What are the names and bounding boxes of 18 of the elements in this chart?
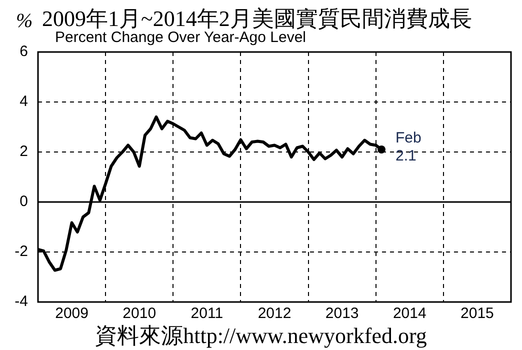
chart-title: 2009年1月~2014年2月美國實質民間消費成長 <box>42 5 472 31</box>
y-tick-label: -2 <box>14 243 28 260</box>
x-tick-label: 2012 <box>258 305 292 322</box>
y-tick-label: 6 <box>20 43 28 60</box>
y-tick-label: 4 <box>20 93 28 110</box>
y-axis-title: % <box>16 10 33 33</box>
x-tick-label: 2010 <box>122 305 156 322</box>
x-tick-label: 2011 <box>190 305 224 322</box>
x-tick-label: 2009 <box>55 305 88 322</box>
x-tick-label: 2013 <box>325 305 359 322</box>
y-tick-label: -4 <box>14 293 28 310</box>
x-tick-label: 2014 <box>392 305 426 322</box>
y-tick-label: 2 <box>20 143 28 160</box>
x-tick-label: 2015 <box>460 305 494 322</box>
text: 資料來源http://www.newyorkfed.org <box>94 322 428 350</box>
y-tick-label: 0 <box>20 193 28 210</box>
chart-subtitle: Percent Change Over Year-Ago Level <box>55 29 306 46</box>
annotation: Feb 2.1 <box>395 130 422 165</box>
